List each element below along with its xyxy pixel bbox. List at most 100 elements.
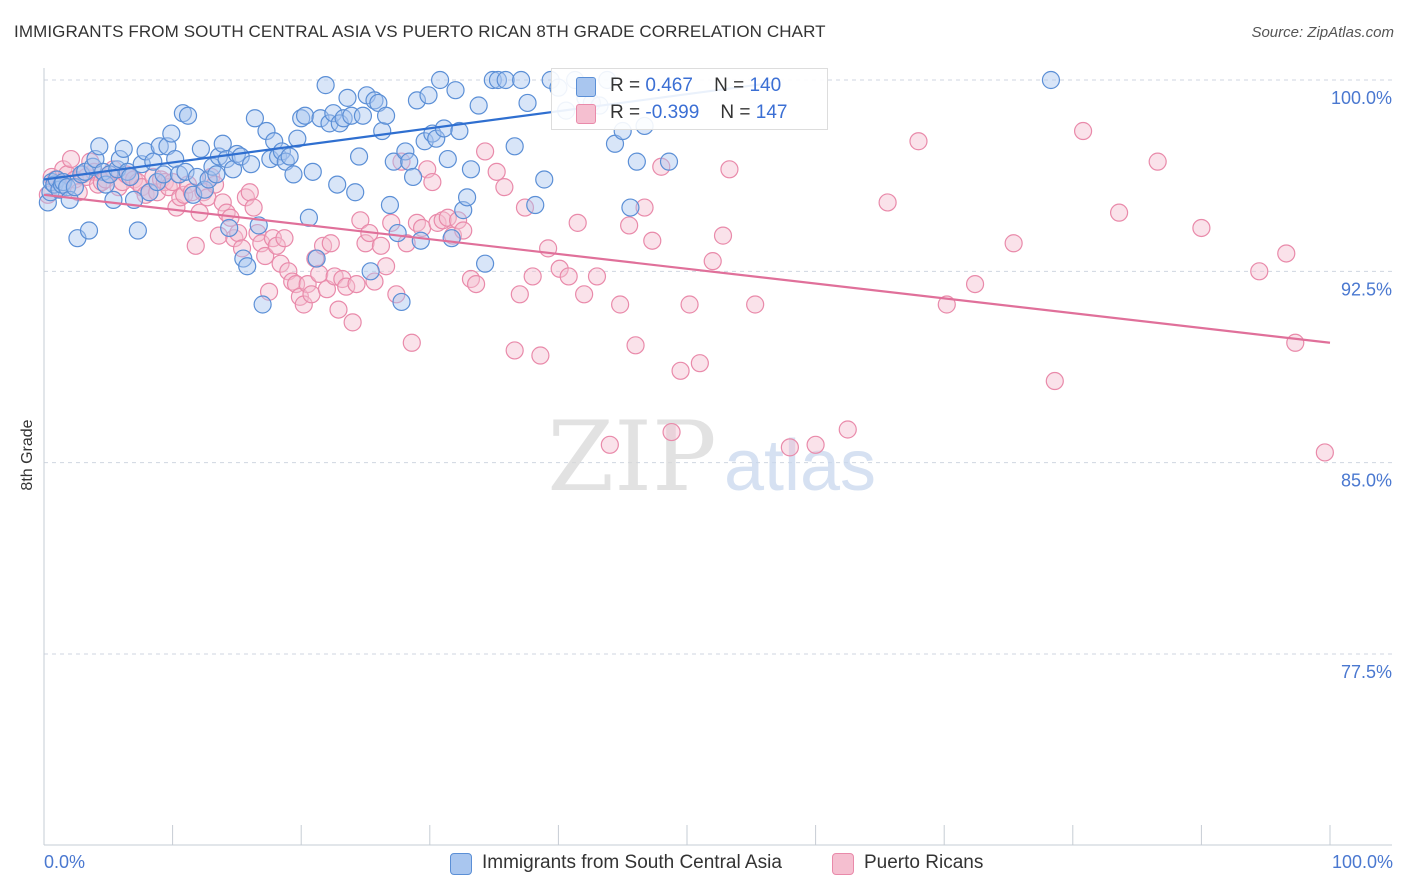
point-puerto-ricans: [351, 211, 370, 230]
point-puerto-ricans: [643, 231, 662, 250]
point-south-central-asia: [114, 139, 133, 158]
point-puerto-ricans: [510, 285, 529, 304]
legend-row-blue-text: R = 0.467 N = 140: [610, 75, 781, 97]
point-puerto-ricans: [428, 213, 447, 232]
point-south-central-asia: [213, 134, 232, 153]
point-south-central-asia: [220, 218, 239, 238]
point-puerto-ricans: [965, 274, 985, 294]
point-south-central-asia: [659, 152, 679, 171]
chart-title: IMMIGRANTS FROM SOUTH CENTRAL ASIA VS PU…: [14, 22, 826, 41]
point-south-central-asia: [469, 96, 488, 115]
legend-swatch-blue: [450, 853, 472, 875]
point-south-central-asia: [338, 88, 357, 107]
point-south-central-asia: [488, 70, 508, 90]
point-puerto-ricans: [461, 269, 481, 289]
point-south-central-asia: [128, 221, 147, 240]
legend-r-value: -0.399: [645, 102, 700, 123]
point-puerto-ricans: [186, 236, 205, 255]
point-puerto-ricans: [256, 246, 275, 266]
point-puerto-ricans: [310, 264, 329, 283]
point-south-central-asia: [430, 70, 450, 90]
point-puerto-ricans: [382, 213, 401, 232]
point-south-central-asia: [207, 165, 226, 184]
point-south-central-asia: [373, 121, 392, 141]
legend-n-label: N =: [714, 75, 745, 96]
point-puerto-ricans: [423, 172, 442, 192]
point-puerto-ricans: [1109, 203, 1129, 222]
point-puerto-ricans: [620, 216, 639, 235]
point-south-central-asia: [150, 137, 169, 156]
point-south-central-asia: [303, 162, 322, 181]
point-puerto-ricans: [448, 211, 468, 230]
point-south-central-asia: [376, 106, 396, 125]
legend-n-value: 147: [755, 102, 788, 123]
point-south-central-asia: [450, 121, 469, 141]
point-puerto-ricans: [302, 285, 321, 304]
point-south-central-asia: [438, 149, 457, 169]
point-puerto-ricans: [690, 354, 709, 373]
point-puerto-ricans: [587, 267, 607, 286]
y-tick-label: 77.5%: [1341, 662, 1392, 682]
point-puerto-ricans: [402, 333, 421, 352]
point-south-central-asia: [173, 104, 192, 123]
point-puerto-ricans: [397, 234, 416, 253]
point-puerto-ricans: [466, 274, 486, 294]
point-puerto-ricans: [298, 274, 317, 294]
point-puerto-ricans: [267, 236, 286, 255]
point-south-central-asia: [162, 124, 181, 143]
point-south-central-asia: [400, 152, 419, 171]
legend-r-value: 0.467: [645, 75, 693, 96]
point-south-central-asia: [505, 137, 524, 156]
point-south-central-asia: [496, 70, 515, 90]
point-south-central-asia: [257, 121, 276, 141]
point-south-central-asia: [176, 162, 195, 181]
point-puerto-ricans: [347, 274, 366, 294]
point-south-central-asia: [320, 114, 339, 133]
point-puerto-ricans: [356, 234, 375, 253]
y-tick-label: 85.0%: [1341, 471, 1392, 491]
point-south-central-asia: [346, 183, 365, 202]
point-puerto-ricans: [531, 346, 550, 365]
y-tick-label: 100.0%: [1331, 88, 1392, 108]
point-south-central-asia: [407, 91, 427, 110]
point-puerto-ricans: [213, 193, 232, 212]
point-south-central-asia: [96, 175, 115, 194]
point-south-central-asia: [384, 152, 403, 171]
point-puerto-ricans: [671, 361, 690, 380]
point-puerto-ricans: [275, 229, 294, 248]
legend-r-label: R =: [610, 75, 641, 96]
point-south-central-asia: [140, 183, 159, 202]
series-south-central-asia: [38, 70, 1061, 314]
point-puerto-ricans: [433, 211, 452, 230]
point-puerto-ricans: [635, 198, 654, 217]
axes: [43, 68, 1392, 846]
point-south-central-asia: [427, 129, 446, 148]
point-puerto-ricans: [909, 132, 928, 151]
point-puerto-ricans: [81, 152, 100, 171]
y-tick-label: 92.5%: [1341, 279, 1392, 299]
point-puerto-ricans: [746, 295, 765, 314]
point-puerto-ricans: [1250, 262, 1269, 281]
point-south-central-asia: [154, 165, 173, 184]
point-puerto-ricans: [575, 285, 594, 304]
point-puerto-ricans: [1073, 121, 1093, 141]
point-south-central-asia: [512, 70, 531, 90]
point-puerto-ricans: [271, 254, 290, 273]
point-south-central-asia: [446, 81, 465, 100]
chart-source: Source: ZipAtlas.com: [1251, 24, 1394, 41]
point-south-central-asia: [380, 195, 400, 215]
point-south-central-asia: [535, 170, 554, 189]
point-south-central-asia: [483, 70, 502, 90]
point-south-central-asia: [245, 109, 265, 128]
legend-n-value: 140: [749, 75, 782, 96]
point-puerto-ricans: [209, 226, 228, 245]
point-puerto-ricans: [626, 336, 645, 355]
point-south-central-asia: [403, 167, 423, 187]
point-south-central-asia: [1041, 70, 1061, 90]
point-south-central-asia: [396, 142, 415, 161]
point-south-central-asia: [353, 106, 373, 125]
point-puerto-ricans: [376, 257, 396, 276]
point-puerto-ricans: [1277, 244, 1296, 263]
point-south-central-asia: [415, 132, 434, 151]
